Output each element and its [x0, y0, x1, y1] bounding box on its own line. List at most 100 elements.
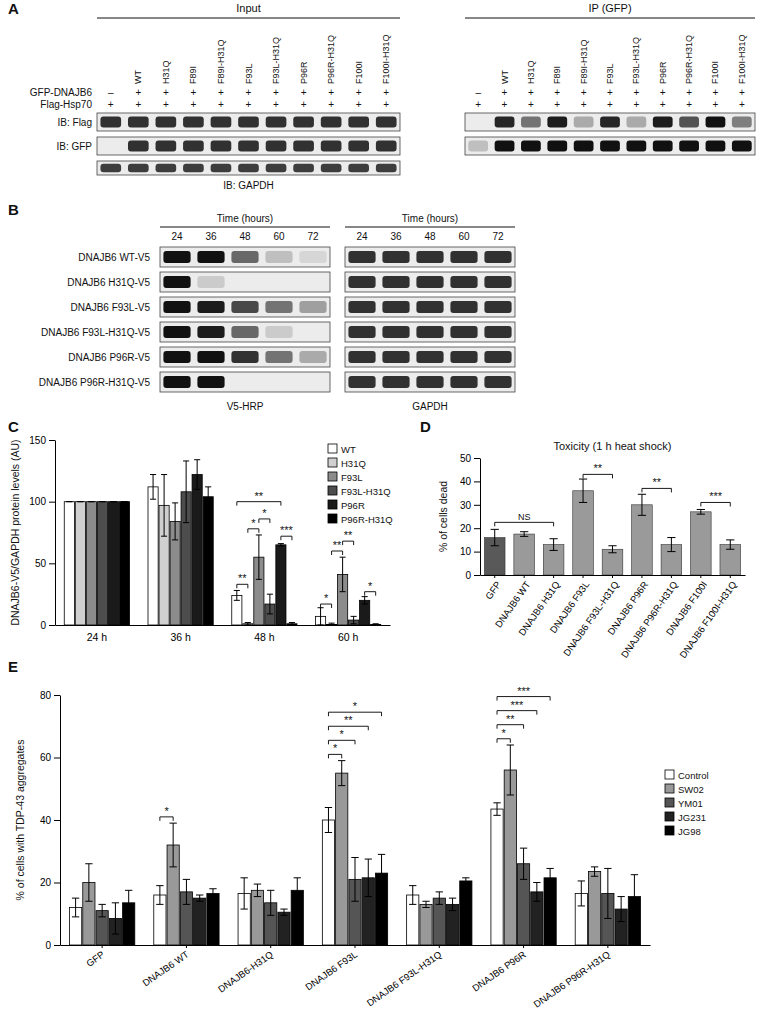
- legend-swatch: [328, 486, 337, 495]
- significance-label: ***: [280, 524, 294, 536]
- error-bar: [121, 501, 127, 502]
- error-bar: [608, 552, 616, 553]
- y-axis-line: [480, 459, 481, 576]
- annotations: ***************: [237, 490, 376, 608]
- band: [348, 301, 375, 313]
- lane-sign: +: [660, 87, 666, 98]
- y-tick: 150: [29, 435, 55, 446]
- error-bar: [491, 545, 499, 546]
- error-bar: [579, 502, 587, 503]
- x-tick-label: DNAJB6 P96R: [470, 949, 528, 994]
- lane-sign: +: [554, 87, 560, 98]
- error-bar: [98, 904, 105, 905]
- legend-swatch: [328, 458, 337, 467]
- error-bar: [378, 891, 385, 892]
- x-tick: 24 h: [87, 625, 108, 643]
- x-tick-mark: [523, 945, 524, 948]
- band: [321, 141, 342, 152]
- x-tick-label: DNAJB6 P96R-H31Q: [531, 949, 612, 1010]
- blot-membrane: [97, 113, 400, 131]
- x-tick-label: DNAJB6 F93L-H31Q: [561, 579, 621, 658]
- legend: WTH31QF93LF93L-H31QP96RP96R-H31Q: [328, 444, 393, 525]
- band: [156, 117, 177, 128]
- y-tick-mark: [474, 481, 480, 482]
- annotations: NS*******: [495, 462, 731, 526]
- bar: [108, 502, 118, 625]
- y-tick-mark: [49, 502, 55, 503]
- x-tick-label: DNAJB6-H31Q: [216, 949, 275, 995]
- y-axis: 01020304050: [460, 453, 481, 581]
- error-bar: [254, 896, 261, 897]
- bar: [203, 497, 213, 625]
- band: [163, 376, 190, 388]
- significance-label: *: [262, 507, 267, 519]
- lane-label: F93L-H31Q: [631, 37, 641, 84]
- significance-label: ***: [709, 490, 723, 502]
- error-bar: [128, 890, 129, 915]
- y-tick: 80: [40, 690, 60, 701]
- error-bar: [510, 745, 511, 795]
- bar: [148, 487, 158, 625]
- band: [376, 141, 397, 152]
- error-bar: [205, 506, 211, 507]
- error-bar: [161, 536, 167, 537]
- error-bar: [362, 604, 368, 605]
- panel-label: A: [8, 0, 19, 17]
- lane-sign: +: [502, 87, 508, 98]
- error-bar: [175, 503, 176, 540]
- significance-label: *: [502, 727, 507, 739]
- y-tick-label: 20: [460, 523, 472, 534]
- legend: ControlSW02YM01JG231JG98: [665, 770, 709, 837]
- significance-bracket: [495, 522, 554, 526]
- significance-label: ***: [511, 699, 525, 711]
- y-tick: 50: [35, 558, 55, 569]
- lane-sign: +: [273, 99, 279, 110]
- error-bar: [422, 901, 429, 902]
- blot-membrane: [160, 347, 330, 367]
- error-bar: [88, 864, 89, 902]
- error-bar: [594, 867, 595, 876]
- legend-swatch: [328, 472, 337, 481]
- error-bar: [449, 898, 456, 899]
- y-axis-line: [55, 441, 56, 626]
- significance-label: *: [251, 517, 256, 529]
- error-bar: [102, 904, 103, 917]
- panel-b: BTime (hours)2436486072V5-HRPTime (hours…: [8, 201, 515, 412]
- error-bar: [617, 896, 624, 897]
- chart-d: 01020304050GFPDNAJB6 WTDNAJB6 H31QDNAJB6…: [420, 418, 746, 660]
- bar: [514, 534, 535, 575]
- row-label: GFP-DNAJB6: [30, 87, 93, 98]
- bar: [602, 549, 623, 575]
- error-bar: [373, 625, 379, 626]
- x-tick-label: DNAJB6 F93L: [303, 949, 359, 993]
- x-tick-mark: [700, 575, 701, 578]
- error-bar: [364, 597, 365, 604]
- blot-membrane: [160, 247, 330, 267]
- significance-label: **: [333, 539, 342, 551]
- band: [468, 141, 488, 152]
- error-bar: [340, 557, 346, 558]
- lane-label: WT: [500, 70, 510, 84]
- error-bar: [342, 557, 343, 592]
- significance-bracket: [497, 739, 510, 743]
- blot-membrane: [345, 372, 515, 392]
- significance-bracket: [281, 536, 292, 540]
- blot-membrane: [160, 322, 330, 342]
- error-bar: [153, 475, 154, 500]
- error-bar: [150, 474, 156, 475]
- error-bar: [75, 898, 76, 917]
- band: [626, 117, 646, 128]
- chart-e: 020406080GFPDNAJB6 WTDNAJB6-H31QDNAJB6 F…: [8, 658, 709, 1010]
- significance-label: **: [255, 490, 264, 502]
- lane-label: P96R: [658, 61, 668, 84]
- error-bar: [267, 890, 274, 891]
- error-bar: [150, 499, 156, 500]
- error-bar: [641, 494, 642, 515]
- lane-sign: +: [739, 87, 745, 98]
- y-tick-mark: [54, 820, 60, 821]
- x-tick-mark: [583, 575, 584, 578]
- error-bar: [520, 536, 528, 537]
- lane-label: F89I-H31Q: [579, 39, 589, 84]
- lane-sign: +: [581, 99, 587, 110]
- band: [163, 251, 190, 263]
